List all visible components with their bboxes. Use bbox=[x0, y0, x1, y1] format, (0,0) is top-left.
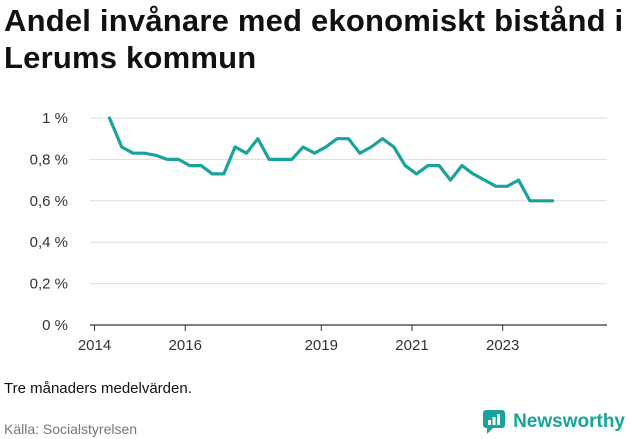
y-tick-label: 0,6 % bbox=[30, 193, 68, 210]
y-axis-ticks: 0 % 0,2 % 0,4 % 0,6 % 0,8 % 1 % bbox=[30, 110, 68, 334]
y-tick-label: 0,4 % bbox=[30, 234, 68, 251]
y-tick-label: 0 % bbox=[42, 317, 68, 334]
data-series bbox=[107, 116, 555, 203]
x-tick-label: 2023 bbox=[486, 337, 519, 354]
newsworthy-logo[interactable]: Newsworthy bbox=[482, 408, 625, 436]
source-text: Källa: Socialstyrelsen bbox=[4, 421, 138, 437]
line-chart: 0 %0,2 %0,4 %0,6 %0,8 %1 % 2014 2016 2019 2… bbox=[30, 110, 607, 354]
series-line bbox=[107, 116, 555, 203]
x-axis: 2014 2016 2019 2021 2023 bbox=[78, 325, 519, 354]
y-tick-label: 0,2 % bbox=[30, 276, 68, 293]
x-tick-label: 2014 bbox=[78, 337, 111, 354]
newsworthy-icon bbox=[483, 410, 506, 434]
x-tick-label: 2021 bbox=[395, 337, 428, 354]
x-tick-label: 2019 bbox=[305, 337, 338, 354]
x-tick-label: 2016 bbox=[169, 337, 202, 354]
chart-note: Tre månaders medelvärden. bbox=[4, 380, 192, 397]
gridlines bbox=[90, 117, 607, 326]
chart-title: Andel invånare med ekonomiskt bistånd i … bbox=[4, 3, 624, 75]
y-tick-label: 0,8 % bbox=[30, 151, 68, 168]
brand-name: Newsworthy bbox=[513, 411, 625, 432]
y-tick-label: 1 % bbox=[42, 110, 68, 127]
